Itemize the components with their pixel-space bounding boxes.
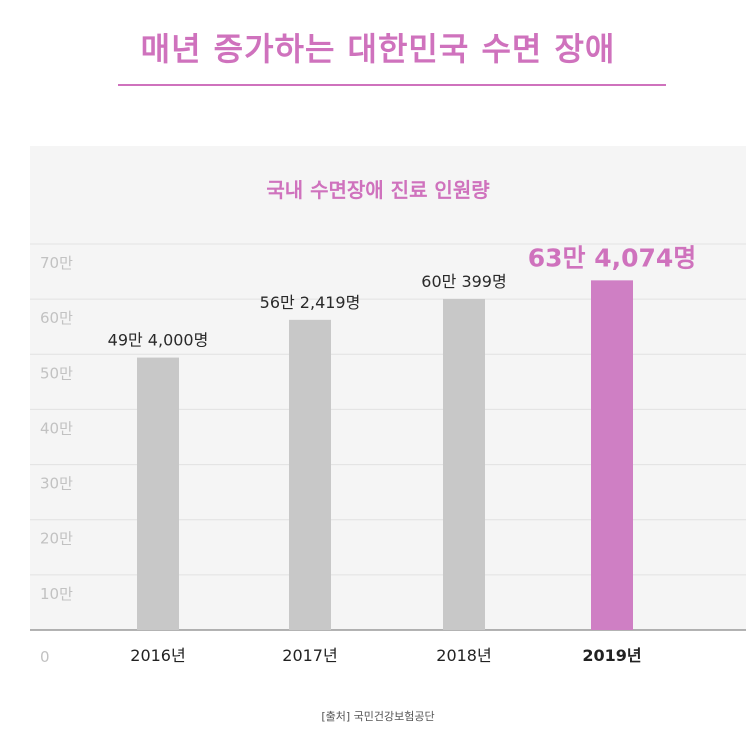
source-note: [출처] 국민건강보험공단 bbox=[321, 710, 435, 723]
x-tick-label: 2019년 bbox=[582, 646, 641, 665]
x-tick-label: 2018년 bbox=[436, 646, 491, 665]
x-tick-label: 2017년 bbox=[282, 646, 337, 665]
y-tick-label: 70만 bbox=[40, 254, 73, 272]
y-tick-label: 10만 bbox=[40, 585, 73, 603]
x-tick-label: 2016년 bbox=[130, 646, 185, 665]
bar bbox=[591, 280, 633, 630]
bar bbox=[289, 319, 331, 630]
data-label: 63만 4,074명 bbox=[528, 243, 697, 272]
bar bbox=[443, 298, 485, 630]
page-title: 매년 증가하는 대한민국 수면 장애 bbox=[140, 30, 616, 68]
y-tick-label: 50만 bbox=[40, 364, 73, 382]
y-tick-label: 0 bbox=[40, 648, 50, 666]
data-label: 56만 2,419명 bbox=[260, 293, 361, 312]
data-label: 60만 399명 bbox=[421, 272, 506, 291]
data-label: 49만 4,000명 bbox=[108, 331, 209, 350]
title-underline bbox=[118, 84, 666, 86]
y-tick-label: 20만 bbox=[40, 530, 73, 548]
y-tick-label: 60만 bbox=[40, 309, 73, 327]
y-tick-label: 30만 bbox=[40, 475, 73, 493]
chart-title: 국내 수면장애 진료 인원량 bbox=[266, 178, 490, 202]
y-tick-label: 40만 bbox=[40, 419, 73, 437]
bar bbox=[137, 357, 179, 630]
